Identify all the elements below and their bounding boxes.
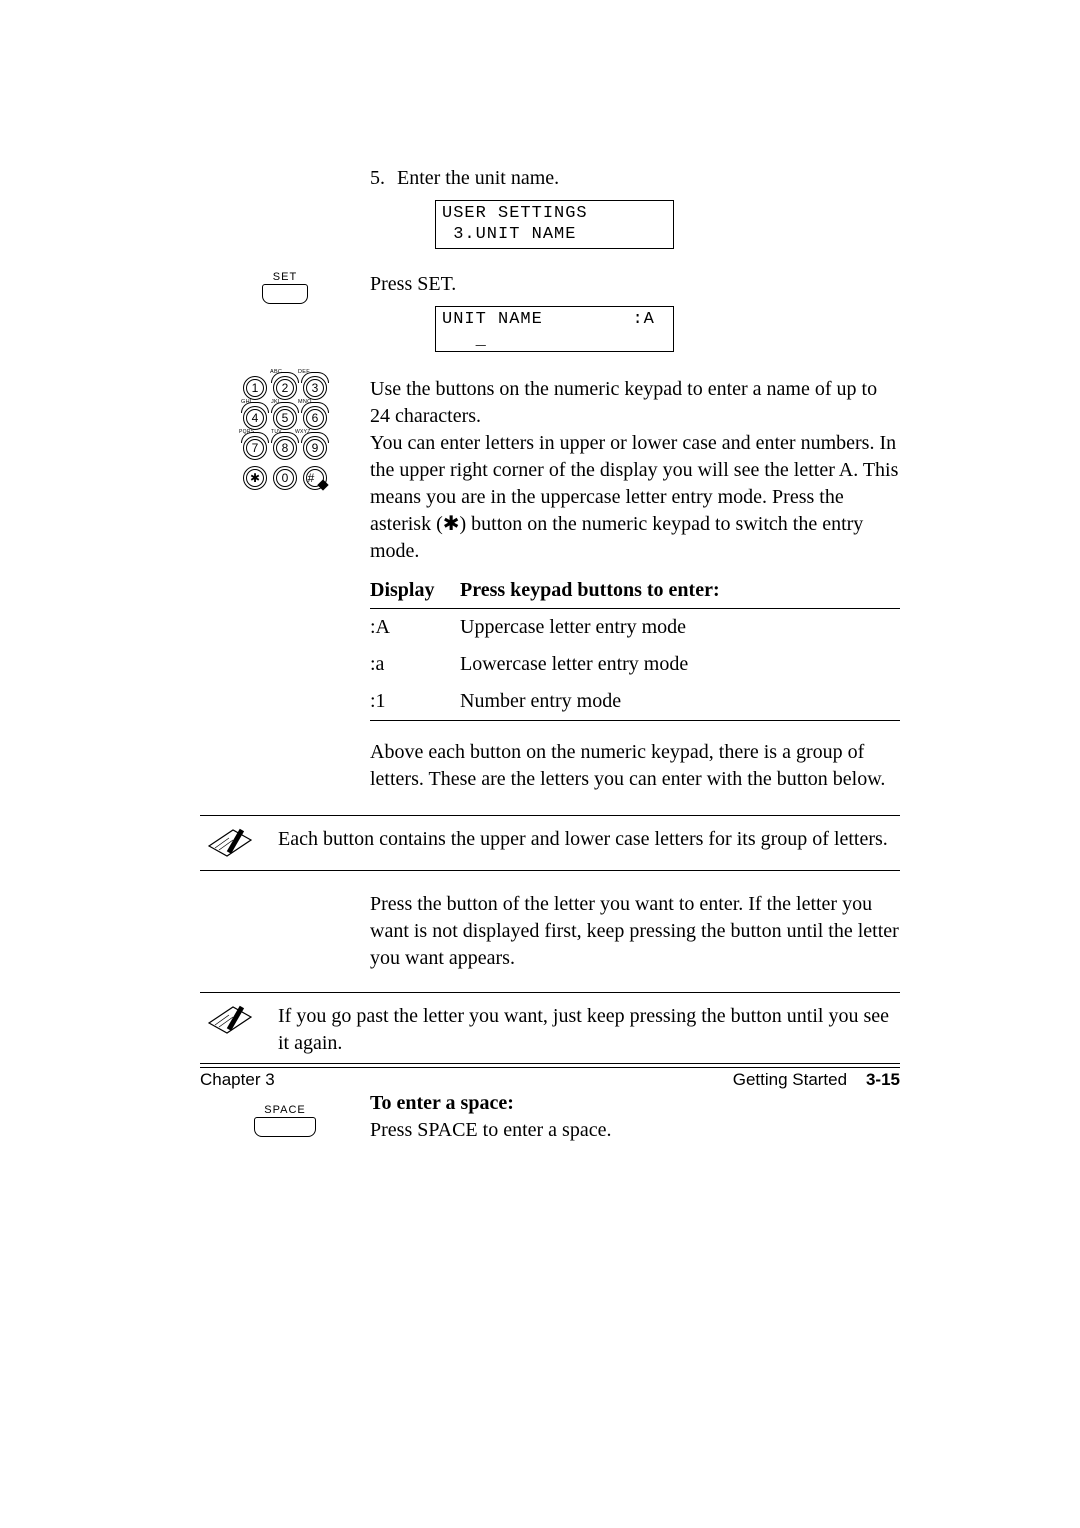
paragraph-3: Above each button on the numeric keypad,…: [370, 739, 900, 793]
paragraph-1: Use the buttons on the numeric keypad to…: [370, 376, 900, 430]
step-text: Enter the unit name.: [397, 165, 559, 192]
table-cell: Lowercase letter entry mode: [460, 646, 900, 683]
pencil-note-icon: [200, 826, 260, 860]
table-cell: Number entry mode: [460, 683, 900, 721]
lcd-display-1: USER SETTINGS 3.UNIT NAME: [435, 200, 674, 249]
table-header-desc: Press keypad buttons to enter:: [460, 573, 900, 609]
table-cell: :A: [370, 608, 460, 646]
keypad-6: 6: [303, 406, 327, 430]
lcd-display-2: UNIT NAME :A _: [435, 306, 674, 352]
footer-chapter: Chapter 3: [200, 1070, 275, 1090]
note-2-text: If you go past the letter you want, just…: [278, 1003, 900, 1057]
paragraph-2: You can enter letters in upper or lower …: [370, 430, 900, 565]
keypad-7: 7: [243, 436, 267, 460]
space-key-label: SPACE: [254, 1104, 316, 1116]
keypad-2: 2: [273, 376, 297, 400]
footer-page-number: 3-15: [866, 1070, 900, 1089]
space-text: Press SPACE to enter a space.: [370, 1117, 900, 1144]
space-key-icon: SPACE: [254, 1104, 316, 1137]
pencil-note-icon: [200, 1003, 260, 1037]
entry-mode-table: Display Press keypad buttons to enter: :…: [370, 573, 900, 721]
step-number: 5.: [370, 165, 385, 192]
set-key-label: SET: [262, 271, 308, 283]
paragraph-4: Press the button of the letter you want …: [370, 891, 900, 972]
table-cell: Uppercase letter entry mode: [460, 608, 900, 646]
table-cell: :1: [370, 683, 460, 721]
keypad-3: 3: [303, 376, 327, 400]
note-box-1: Each button contains the upper and lower…: [200, 815, 900, 871]
keypad-hash: #: [303, 466, 327, 490]
keypad-4: 4: [243, 406, 267, 430]
keypad-9: 9: [303, 436, 327, 460]
press-set-text: Press SET.: [370, 271, 900, 298]
note-1-text: Each button contains the upper and lower…: [278, 826, 900, 853]
keypad-1: 1: [243, 376, 267, 400]
keypad-star: ✱: [243, 466, 267, 490]
space-heading: To enter a space:: [370, 1090, 900, 1117]
table-cell: :a: [370, 646, 460, 683]
set-key-icon: SET: [262, 271, 308, 304]
footer-section: Getting Started: [733, 1070, 847, 1089]
numeric-keypad-icon: ABC DEF 1 2 3 GHI JKL MNO 4 5 6 PQRS TUV: [243, 376, 327, 490]
table-header-display: Display: [370, 573, 460, 609]
keypad-8: 8: [273, 436, 297, 460]
page-footer: Chapter 3 Getting Started 3-15: [200, 1063, 900, 1090]
keypad-0: 0: [273, 466, 297, 490]
note-box-2: If you go past the letter you want, just…: [200, 992, 900, 1068]
keypad-5: 5: [273, 406, 297, 430]
